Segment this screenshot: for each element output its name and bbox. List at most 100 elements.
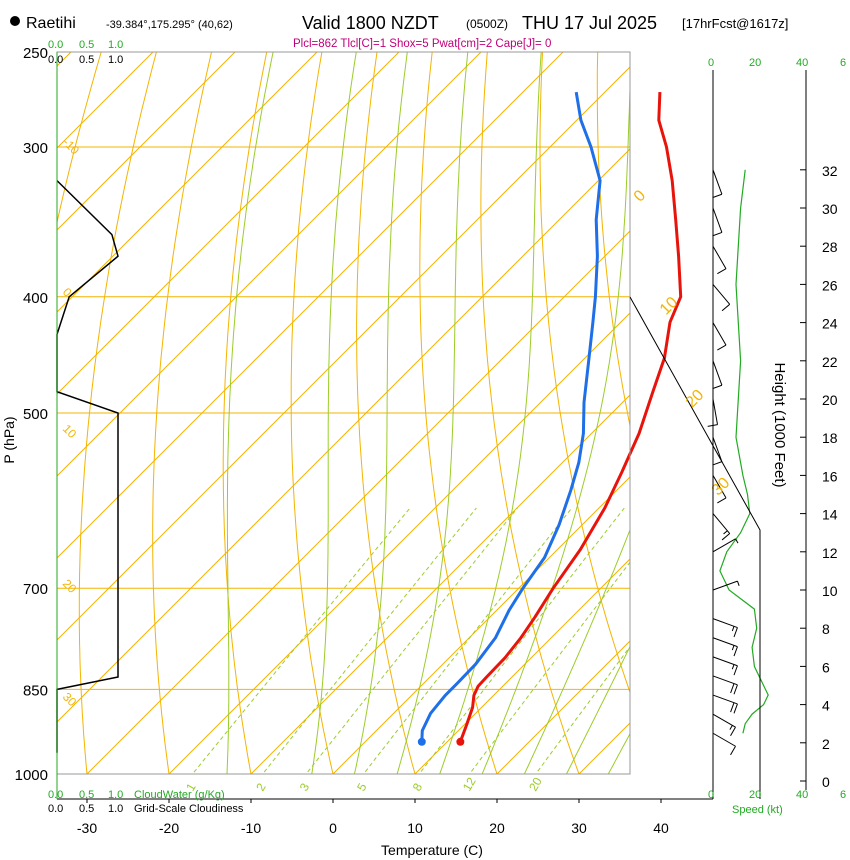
moist-adiabat-line xyxy=(607,732,630,774)
x-tick-label: 30 xyxy=(571,820,587,836)
moist-adiabat-line xyxy=(226,52,274,774)
wind-barb-flag xyxy=(717,344,727,351)
speed-tick-top-3: 6 xyxy=(840,57,846,69)
height-tick-label: 0 xyxy=(822,774,830,790)
wind-barb-staff xyxy=(712,475,727,499)
wind-barb-flag xyxy=(730,746,736,756)
height-tick-label: 24 xyxy=(822,316,838,332)
cloudwater-tick-bottom-1: 0.5 xyxy=(79,789,94,801)
wind-barb-staff xyxy=(712,675,738,686)
isotherm-line xyxy=(57,148,630,723)
top-cloud-scale: 0.0 0.5 1.0 0.0 0.5 1.0 xyxy=(48,39,123,66)
wind-speed-line xyxy=(719,169,769,734)
dry-adiabat-line xyxy=(222,52,268,774)
wind-barb-flag xyxy=(733,627,738,638)
mixing-ratio-label: 2 xyxy=(253,780,269,793)
dry-adiabat-label: -10 xyxy=(60,135,82,157)
mixing-ratio-label: 12 xyxy=(460,775,479,794)
height-axis-title: Height (1000 Feet) xyxy=(771,362,788,487)
cloudiness-tick-bottom-1: 0.5 xyxy=(79,803,94,815)
height-tick-label: 32 xyxy=(822,163,838,179)
wind-barb xyxy=(712,169,723,199)
speed-tick-top-2: 40 xyxy=(796,57,808,69)
cloudwater-tick-top-1: 0.5 xyxy=(79,39,94,51)
x-tick-label: 20 xyxy=(489,820,505,836)
wind-barb xyxy=(712,732,736,756)
speed-tick-top-0: 0 xyxy=(708,57,714,69)
x-tick-label: -10 xyxy=(241,820,261,836)
valid-time-utc: (0500Z) xyxy=(466,17,508,31)
wind-barb xyxy=(712,360,723,390)
wind-barb-staff xyxy=(712,284,731,305)
dry-adiabat-line xyxy=(816,31,850,800)
wind-barb xyxy=(712,538,739,553)
wind-barb-flag xyxy=(729,725,733,730)
dry-adiabat-label: 20 xyxy=(60,576,80,596)
mixing-ratio-label: 3 xyxy=(297,780,313,793)
mixing-ratio-line xyxy=(191,507,411,774)
wind-barb-staff xyxy=(712,538,736,553)
height-tick-label: 6 xyxy=(822,659,830,675)
height-tick-label: 22 xyxy=(822,354,838,370)
moist-adiabat-line xyxy=(396,52,469,774)
wind-barb xyxy=(712,637,738,657)
mixing-ratio-line xyxy=(305,507,518,774)
height-tick-label: 28 xyxy=(822,239,838,255)
wind-barb-staff xyxy=(712,580,738,591)
isotherm-label: 0 xyxy=(631,187,649,205)
valid-time: Valid 1800 NZDT xyxy=(302,13,439,33)
isotherm-line xyxy=(57,66,630,641)
isotherm-line xyxy=(57,52,236,231)
wind-barb xyxy=(712,656,738,676)
wind-barb-staff xyxy=(712,398,719,425)
wind-barb xyxy=(712,207,723,237)
dry-adiabat-line xyxy=(57,52,102,225)
isotherm-line xyxy=(332,476,630,774)
x-tick-label: -30 xyxy=(77,820,97,836)
height-tick-label: 8 xyxy=(822,621,830,637)
pressure-tick-label: 1000 xyxy=(15,767,48,784)
clipped-grid xyxy=(57,31,850,800)
x-axis-title: Temperature (C) xyxy=(381,842,483,858)
height-tick-label: 2 xyxy=(822,736,830,752)
cloudiness-tick-bottom-2: 1.0 xyxy=(108,803,123,815)
temperature-line xyxy=(458,92,683,743)
bottom-cloud-scale: 0.0 0.5 1.0 CloudWater (g/Kg) 0.0 0.5 1.… xyxy=(48,789,244,815)
wind-barb-flag xyxy=(731,645,735,651)
dry-adiabat-line xyxy=(356,52,416,774)
dry-adiabat-line xyxy=(290,52,334,774)
wind-barb-staff xyxy=(712,656,738,667)
stability-indices: Plcl=862 Tlcl[C]=1 Shox=5 Pwat[cm]=2 Cap… xyxy=(293,38,551,50)
wind-barb-flag xyxy=(717,497,727,504)
pressure-tick-label: 400 xyxy=(23,290,48,307)
speed-tick-bottom-1: 20 xyxy=(749,789,761,801)
height-tick-label: 20 xyxy=(822,392,838,408)
wind-barb xyxy=(712,618,738,638)
wind-barb xyxy=(712,713,736,737)
wind-barb-staff xyxy=(712,245,727,269)
wind-barb-flag xyxy=(721,533,731,541)
height-tick-label: 18 xyxy=(822,430,838,446)
wind-barb-staff xyxy=(712,207,723,233)
wind-barb-flag xyxy=(712,231,723,237)
height-tick-label: 4 xyxy=(822,698,830,714)
station-name: Raetihi xyxy=(26,15,76,32)
wind-barb-staff xyxy=(712,437,723,462)
cloudwater-tick-bottom-0: 0.0 xyxy=(48,789,63,801)
wind-barb-flag xyxy=(733,646,738,657)
cloudiness-tick-top-1: 0.5 xyxy=(79,54,94,66)
wind-barb-staff xyxy=(712,618,738,629)
wind-barb xyxy=(712,580,740,591)
isotherm-label: 10 xyxy=(657,294,682,319)
mixing-ratio-line xyxy=(468,561,630,774)
isotherm-line xyxy=(57,52,564,559)
dewpoint-line xyxy=(420,91,602,742)
wind-barb-staff xyxy=(712,694,738,705)
dry-adiabat-line xyxy=(152,52,213,774)
height-tick-label: 30 xyxy=(822,201,838,217)
y-axis-title: P (hPa) xyxy=(1,416,17,463)
height-tick-label: 16 xyxy=(822,468,838,484)
wind-barb xyxy=(712,475,727,504)
x-tick-label: 10 xyxy=(407,820,423,836)
